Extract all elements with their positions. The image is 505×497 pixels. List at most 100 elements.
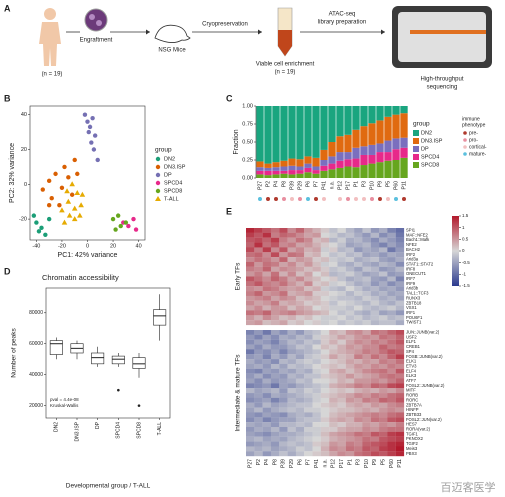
legend-label: DN3.ISP bbox=[421, 138, 443, 144]
heat-cell bbox=[395, 286, 405, 292]
heat-cell bbox=[254, 228, 263, 233]
heat-cell bbox=[295, 373, 305, 379]
scale-tick-label: 0 bbox=[462, 248, 465, 253]
heat-cell bbox=[337, 237, 346, 243]
heat-cell bbox=[387, 237, 396, 243]
x-tick-label: P10 bbox=[369, 181, 375, 190]
row-label: ZBTB18 bbox=[406, 300, 422, 305]
heat-cell bbox=[362, 417, 371, 423]
heat-cell bbox=[345, 315, 355, 321]
heat-cell bbox=[387, 334, 396, 340]
arrow-head bbox=[258, 29, 262, 35]
heat-cell bbox=[337, 407, 346, 413]
heat-cell bbox=[279, 242, 288, 248]
legend-swatch bbox=[155, 188, 161, 194]
heat-cell bbox=[345, 232, 355, 238]
heat-cell bbox=[370, 436, 380, 442]
heat-cell bbox=[320, 422, 330, 428]
heat-cell bbox=[362, 359, 371, 365]
heat-cell bbox=[345, 295, 355, 301]
heat-cell bbox=[345, 354, 355, 360]
heat-cell bbox=[329, 271, 338, 277]
legend-swatch bbox=[463, 138, 467, 142]
heat-cell bbox=[262, 315, 272, 321]
heat-cell bbox=[287, 242, 296, 248]
heat-cell bbox=[304, 315, 313, 321]
legend-swatch bbox=[413, 146, 419, 152]
bar-segment bbox=[296, 159, 304, 167]
heat-cell bbox=[262, 344, 272, 350]
heat-cell bbox=[246, 422, 255, 428]
legend-swatch bbox=[463, 145, 467, 149]
heat-cell bbox=[362, 315, 371, 321]
x-tick-label: T-ALL bbox=[157, 422, 163, 436]
bar-segment bbox=[320, 160, 328, 166]
phenotype-marker bbox=[274, 197, 278, 201]
heat-cell bbox=[354, 344, 363, 350]
heat-cell bbox=[279, 451, 288, 457]
heat-cell bbox=[312, 261, 321, 267]
bar-segment bbox=[264, 175, 272, 178]
heat-cell bbox=[270, 291, 280, 296]
bar-segment bbox=[328, 156, 336, 164]
heat-cell bbox=[262, 247, 272, 253]
heat-cell bbox=[387, 281, 396, 287]
column-label: P6 bbox=[297, 459, 303, 465]
heat-cell bbox=[246, 383, 255, 389]
legend-label: DP bbox=[164, 172, 172, 178]
heat-cell bbox=[345, 247, 355, 253]
bar-segment bbox=[288, 174, 296, 178]
label: High-throughput bbox=[420, 77, 463, 83]
bar-segment bbox=[360, 106, 368, 127]
heat-cell bbox=[387, 422, 396, 428]
y-tick-label: 0 bbox=[24, 182, 27, 188]
heat-cell bbox=[354, 359, 363, 365]
heat-cell bbox=[329, 344, 338, 350]
heat-cell bbox=[304, 247, 313, 253]
heat-cell bbox=[270, 422, 280, 428]
bar-segment bbox=[384, 106, 392, 117]
panel-label: E bbox=[226, 206, 232, 216]
heat-cell bbox=[279, 247, 288, 253]
heat-cell bbox=[304, 339, 313, 345]
legend-label: DP bbox=[421, 146, 429, 152]
bar-segment bbox=[368, 106, 376, 124]
heat-cell bbox=[270, 446, 280, 452]
heat-cell bbox=[362, 397, 371, 403]
point bbox=[95, 157, 100, 163]
heat-cell bbox=[379, 368, 388, 374]
heat-cell bbox=[362, 252, 371, 258]
point bbox=[57, 202, 62, 208]
heat-cell bbox=[304, 295, 313, 301]
bar-segment bbox=[288, 158, 296, 166]
heat-cell bbox=[387, 295, 396, 301]
heat-cell bbox=[362, 363, 371, 369]
heat-cell bbox=[337, 261, 346, 267]
heat-cell bbox=[354, 373, 363, 379]
row-label: RORC bbox=[406, 397, 418, 402]
heat-cell bbox=[254, 310, 263, 316]
heat-cell bbox=[329, 295, 338, 301]
bar-segment bbox=[392, 149, 400, 160]
heat-cell bbox=[387, 368, 396, 374]
color-scale bbox=[452, 216, 459, 286]
heat-cell bbox=[246, 339, 255, 345]
heat-cell bbox=[312, 295, 321, 301]
heat-cell bbox=[246, 451, 255, 457]
bar-segment bbox=[400, 157, 408, 178]
heat-cell bbox=[304, 242, 313, 248]
heat-cell bbox=[320, 247, 330, 253]
heat-cell bbox=[304, 388, 313, 394]
heat-cell bbox=[295, 242, 305, 248]
heat-cell bbox=[379, 383, 388, 389]
heat-cell bbox=[320, 446, 330, 452]
heat-cell bbox=[295, 281, 305, 287]
heat-cell bbox=[279, 388, 288, 394]
legend-swatch bbox=[463, 131, 467, 135]
heat-cell bbox=[395, 330, 405, 335]
heat-cell bbox=[320, 339, 330, 345]
heat-cell bbox=[279, 441, 288, 447]
heat-cell bbox=[354, 417, 363, 423]
bar-segment bbox=[360, 146, 368, 155]
heat-cell bbox=[329, 310, 338, 316]
